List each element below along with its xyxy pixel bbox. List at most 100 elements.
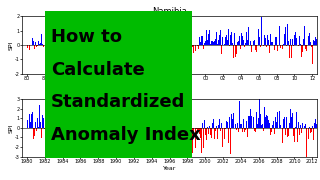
- Bar: [50, 45, 51, 55]
- Bar: [149, 122, 150, 128]
- Bar: [58, 128, 59, 131]
- Bar: [113, 128, 114, 138]
- Bar: [182, 45, 183, 46]
- Bar: [279, 26, 280, 45]
- Bar: [104, 128, 105, 136]
- Bar: [154, 45, 155, 46]
- Bar: [137, 124, 138, 128]
- Bar: [266, 45, 267, 47]
- Bar: [38, 41, 39, 45]
- Bar: [204, 43, 205, 45]
- Bar: [315, 120, 316, 128]
- Bar: [224, 128, 225, 139]
- Bar: [110, 121, 111, 128]
- Bar: [240, 45, 241, 49]
- Bar: [101, 128, 102, 141]
- Bar: [66, 43, 67, 45]
- Bar: [231, 114, 232, 128]
- Text: Anomaly Index: Anomaly Index: [51, 126, 201, 144]
- Bar: [52, 123, 53, 128]
- Bar: [62, 43, 63, 45]
- Bar: [70, 128, 71, 133]
- Bar: [260, 45, 261, 47]
- Bar: [253, 117, 254, 128]
- Bar: [293, 128, 294, 136]
- Bar: [141, 36, 142, 45]
- Bar: [162, 128, 163, 139]
- Bar: [180, 128, 181, 146]
- Bar: [277, 45, 278, 51]
- Bar: [106, 128, 107, 129]
- Bar: [312, 45, 313, 64]
- Text: Calculate: Calculate: [51, 61, 145, 79]
- Bar: [242, 128, 243, 132]
- Bar: [211, 128, 212, 138]
- Bar: [131, 41, 132, 45]
- Bar: [270, 128, 271, 135]
- Bar: [74, 123, 75, 128]
- Bar: [100, 128, 101, 132]
- Bar: [158, 128, 159, 133]
- Bar: [80, 44, 81, 45]
- Bar: [252, 128, 253, 130]
- Bar: [196, 128, 197, 129]
- Bar: [109, 42, 110, 45]
- X-axis label: Year: Year: [163, 166, 176, 171]
- Bar: [293, 45, 294, 46]
- Bar: [286, 45, 287, 46]
- Bar: [260, 114, 261, 128]
- Bar: [105, 128, 106, 146]
- Bar: [302, 45, 303, 52]
- Bar: [87, 42, 88, 45]
- Bar: [83, 128, 84, 136]
- Bar: [62, 128, 63, 130]
- Bar: [317, 110, 318, 128]
- Bar: [251, 116, 252, 128]
- Bar: [255, 128, 256, 132]
- Bar: [40, 43, 41, 45]
- Bar: [165, 128, 166, 135]
- Bar: [41, 128, 42, 138]
- Bar: [233, 45, 234, 58]
- Bar: [130, 42, 131, 45]
- Y-axis label: SPI: SPI: [8, 123, 13, 133]
- Bar: [264, 35, 265, 45]
- Bar: [27, 45, 28, 48]
- Bar: [217, 44, 218, 45]
- Bar: [34, 128, 35, 136]
- Bar: [94, 119, 95, 128]
- Bar: [53, 124, 54, 128]
- Bar: [217, 128, 218, 140]
- Bar: [108, 128, 109, 132]
- Bar: [263, 128, 264, 131]
- Bar: [115, 124, 116, 128]
- Bar: [283, 119, 284, 128]
- Bar: [307, 120, 308, 128]
- Bar: [71, 128, 72, 133]
- Bar: [54, 36, 55, 45]
- Bar: [254, 40, 255, 45]
- Bar: [262, 124, 263, 128]
- Bar: [294, 35, 295, 45]
- Bar: [207, 127, 208, 128]
- Bar: [273, 121, 274, 128]
- Bar: [311, 128, 312, 132]
- Bar: [147, 128, 148, 144]
- Bar: [89, 120, 90, 128]
- Bar: [298, 45, 299, 46]
- Bar: [160, 128, 161, 132]
- Bar: [90, 126, 91, 128]
- Text: Standardized: Standardized: [51, 93, 186, 111]
- Bar: [76, 128, 77, 132]
- Bar: [199, 128, 200, 134]
- Bar: [84, 45, 85, 46]
- Bar: [33, 41, 34, 45]
- Bar: [61, 31, 62, 45]
- Bar: [261, 17, 262, 45]
- Bar: [213, 119, 214, 128]
- Bar: [34, 45, 35, 49]
- Bar: [161, 42, 162, 45]
- Bar: [63, 45, 64, 48]
- Bar: [213, 42, 214, 45]
- Bar: [133, 128, 134, 156]
